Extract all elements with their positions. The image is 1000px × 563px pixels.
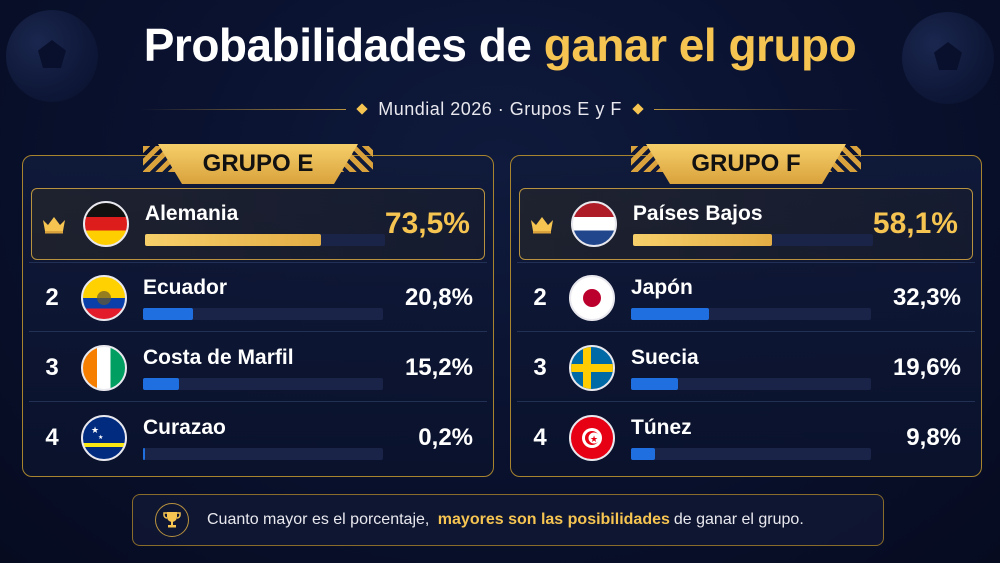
group-f-panel: GRUPO F Países Bajos 58,1% 2 Japón 32,3%… (510, 144, 982, 477)
japan-flag-icon (569, 274, 615, 321)
group-f-badge: GRUPO F (646, 144, 846, 184)
divider-line-left (140, 108, 347, 110)
team-row: 2 Japón 32,3% (517, 262, 975, 332)
title-text: Probabilidades de (143, 19, 532, 71)
probability-bar (632, 234, 773, 246)
title-highlight: ganar el grupo (543, 19, 857, 71)
tunisia-flag-icon: ★ (569, 415, 615, 461)
probability-bar-track (632, 234, 873, 246)
team-percentage: 0,2% (418, 424, 473, 451)
soccer-ball-decoration-left (6, 10, 98, 102)
team-name: Japón (631, 275, 693, 299)
subtitle: Mundial 2026 · Grupos E y F (378, 98, 622, 119)
team-row: 4 ★ ★ Curazao 0,2% (29, 404, 487, 472)
probability-bar (143, 377, 180, 390)
footer-text: Cuanto mayor es el porcentaje, mayores s… (207, 511, 804, 529)
probability-bar-track (631, 448, 871, 460)
probability-bar-track (143, 377, 383, 390)
ecuador-flag-icon (81, 274, 127, 321)
probability-bar (631, 307, 709, 320)
team-name: Países Bajos (632, 202, 763, 225)
team-percentage: 32,3% (892, 283, 961, 311)
team-rank: 3 (533, 353, 547, 381)
probability-bar (143, 448, 145, 460)
probability-bar-track (631, 307, 871, 320)
diamond-icon (356, 103, 368, 115)
team-percentage: 9,8% (906, 424, 961, 451)
team-row: 2 Ecuador 20,8% (29, 262, 487, 332)
team-percentage: 73,5% (384, 207, 470, 240)
probability-bar-track (143, 448, 383, 460)
curacao-flag-icon: ★ ★ (81, 415, 127, 461)
probability-bar-track (144, 234, 385, 246)
footer-text-highlight: mayores son las posibilidades (437, 511, 670, 528)
crown-icon (520, 214, 565, 234)
ivory-coast-flag-icon (81, 344, 127, 391)
team-percentage: 15,2% (404, 353, 473, 381)
probability-bar-track (143, 307, 383, 320)
probability-bar (144, 234, 322, 246)
crown-icon (32, 214, 77, 234)
team-name: Túnez (631, 416, 692, 439)
trophy-icon (155, 503, 189, 537)
team-rank: 2 (45, 283, 59, 311)
team-row-leader: Alemania 73,5% (31, 188, 485, 260)
germany-flag-icon (82, 201, 129, 247)
divider-line-right (653, 108, 861, 110)
team-percentage: 58,1% (872, 207, 958, 240)
subtitle-row: Mundial 2026 · Grupos E y F (140, 96, 861, 122)
page-title: Probabilidades de ganar el grupo (0, 18, 1000, 72)
probability-bar (631, 448, 655, 460)
team-name: Suecia (631, 345, 699, 369)
team-rank: 3 (45, 353, 59, 381)
team-percentage: 20,8% (404, 283, 473, 311)
svg-text:★: ★ (91, 425, 99, 435)
diamond-icon (632, 103, 644, 115)
probability-bar (631, 377, 679, 390)
footer-text-after: de ganar el grupo. (673, 511, 804, 528)
team-name: Curazao (143, 416, 226, 439)
netherlands-flag-icon (570, 201, 617, 247)
group-e-badge: GRUPO E (158, 144, 358, 184)
team-row: 3 Suecia 19,6% (517, 334, 975, 402)
team-name: Costa de Marfil (143, 345, 294, 369)
probability-bar-track (631, 377, 871, 390)
team-percentage: 19,6% (892, 353, 961, 381)
team-row: 3 Costa de Marfil 15,2% (29, 334, 487, 402)
svg-text:★: ★ (590, 434, 598, 444)
team-row-leader: Países Bajos 58,1% (519, 188, 973, 260)
team-rank: 4 (45, 424, 59, 451)
svg-text:★: ★ (98, 434, 103, 441)
probability-bar (143, 307, 193, 320)
footer-text-before: Cuanto mayor es el porcentaje, (207, 511, 430, 528)
footer-note: Cuanto mayor es el porcentaje, mayores s… (132, 494, 884, 546)
group-e-panel: GRUPO E Alemania 73,5% 2 Ecuador 20,8% 3… (22, 144, 494, 477)
team-name: Alemania (144, 202, 239, 225)
team-rank: 4 (533, 424, 547, 451)
team-name: Ecuador (143, 275, 228, 299)
soccer-ball-decoration-right (902, 12, 994, 104)
team-row: 4 ★ Túnez 9,8% (517, 404, 975, 472)
sweden-flag-icon (569, 344, 615, 391)
team-rank: 2 (533, 283, 547, 311)
